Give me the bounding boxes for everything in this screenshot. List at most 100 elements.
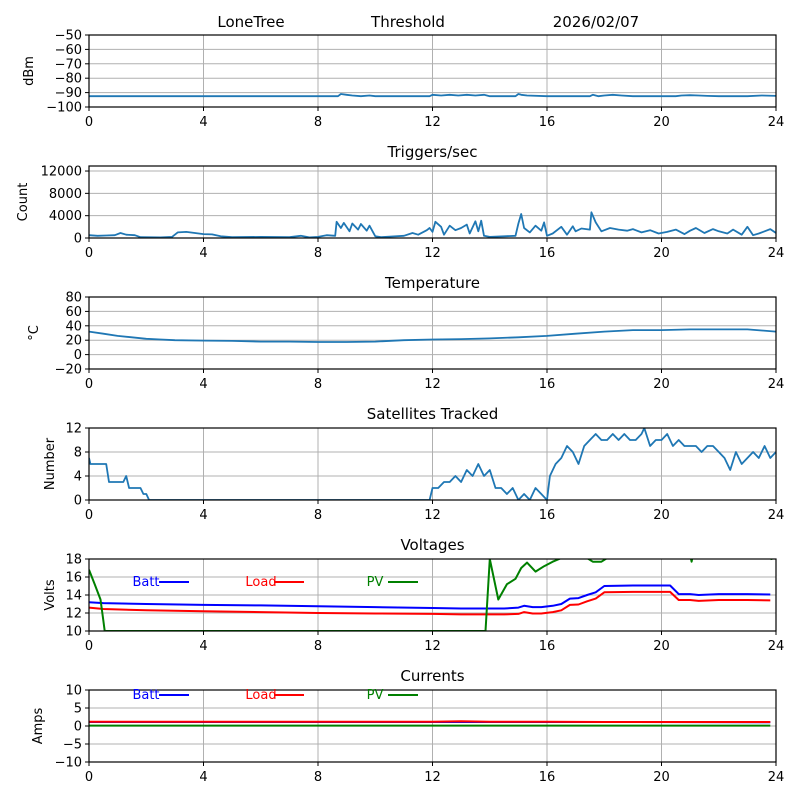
- y-tick-label: 5: [74, 702, 82, 717]
- panel-title: Temperature: [384, 274, 480, 292]
- y-tick-label: 12000: [41, 165, 82, 180]
- x-tick-label: 8: [314, 377, 322, 392]
- y-axis-label: Number: [43, 437, 58, 490]
- x-tick-label: 0: [85, 246, 93, 261]
- x-tick-label: 16: [539, 377, 556, 392]
- y-tick-label: 14: [65, 589, 82, 604]
- x-tick-label: 0: [85, 508, 93, 523]
- y-tick-label: 80: [65, 291, 82, 306]
- legend-label-pv: PV: [367, 575, 384, 590]
- x-tick-label: 24: [768, 246, 785, 261]
- y-tick-label: 60: [65, 305, 82, 320]
- x-tick-label: 12: [424, 246, 441, 261]
- y-axis-label: dBm: [22, 56, 37, 86]
- y-tick-label: −50: [55, 29, 82, 44]
- x-tick-label: 0: [85, 770, 93, 785]
- y-tick-label: −70: [55, 57, 82, 72]
- x-tick-label: 8: [314, 115, 322, 130]
- y-axis-label: °C: [27, 325, 42, 341]
- y-axis-label: Amps: [31, 707, 46, 744]
- header-date: 2026/02/07: [553, 13, 639, 31]
- y-tick-label: 16: [65, 571, 82, 586]
- y-tick-label: −60: [55, 43, 82, 58]
- y-tick-label: 8000: [49, 187, 82, 202]
- x-tick-label: 8: [314, 639, 322, 654]
- legend-label-batt: Batt: [132, 575, 159, 590]
- y-tick-label: 10: [65, 625, 82, 640]
- y-tick-label: −10: [55, 756, 82, 771]
- x-tick-label: 20: [653, 639, 670, 654]
- x-tick-label: 20: [653, 770, 670, 785]
- y-tick-label: −80: [55, 72, 82, 87]
- panel-title: Voltages: [400, 536, 464, 554]
- header-mode: Threshold: [370, 13, 445, 31]
- series-line-threshold: [89, 93, 776, 98]
- y-tick-label: 4: [74, 470, 82, 485]
- x-tick-label: 4: [199, 115, 207, 130]
- x-tick-label: 12: [424, 115, 441, 130]
- y-tick-label: −90: [55, 86, 82, 101]
- y-tick-label: 12: [65, 422, 82, 437]
- x-tick-label: 24: [768, 770, 785, 785]
- x-tick-label: 20: [653, 508, 670, 523]
- y-tick-label: 12: [65, 607, 82, 622]
- x-tick-label: 16: [539, 508, 556, 523]
- y-tick-label: 0: [74, 720, 82, 735]
- x-tick-label: 24: [768, 639, 785, 654]
- y-tick-label: −100: [46, 101, 82, 116]
- y-tick-label: −5: [63, 738, 82, 753]
- series-line-load: [89, 590, 771, 616]
- legend-label-batt: Batt: [132, 688, 159, 703]
- legend-label-pv: PV: [367, 688, 384, 703]
- y-tick-label: 4000: [49, 209, 82, 224]
- x-tick-label: 20: [653, 246, 670, 261]
- x-tick-label: 24: [768, 115, 785, 130]
- x-tick-label: 12: [424, 639, 441, 654]
- y-tick-label: 0: [74, 494, 82, 509]
- x-tick-label: 16: [539, 115, 556, 130]
- y-tick-label: 20: [65, 334, 82, 349]
- x-tick-label: 8: [314, 770, 322, 785]
- y-tick-label: 0: [74, 232, 82, 247]
- x-tick-label: 0: [85, 377, 93, 392]
- panel-title: Satellites Tracked: [367, 405, 498, 423]
- panel-title: Triggers/sec: [387, 143, 478, 161]
- x-tick-label: 4: [199, 377, 207, 392]
- series-line-temperature: [89, 328, 776, 343]
- panel-triggers: 0 4 8 12 16 20 24 0 4000 8000 12000 Count Triggers/s…: [16, 143, 784, 261]
- y-axis-label: Count: [16, 183, 31, 222]
- y-tick-label: 10: [65, 684, 82, 699]
- x-tick-label: 8: [314, 246, 322, 261]
- x-tick-label: 12: [424, 770, 441, 785]
- panel-satellites: 0 4 8 12 16 20 24 0 4 8 12 Number Satellites Tracked: [43, 405, 784, 523]
- x-tick-label: 16: [539, 770, 556, 785]
- x-tick-label: 16: [539, 639, 556, 654]
- y-tick-label: 40: [65, 319, 82, 334]
- panel-title: Currents: [400, 667, 464, 685]
- series-line-load: [89, 720, 771, 723]
- x-tick-label: 20: [653, 377, 670, 392]
- series-line-pv: [89, 559, 773, 631]
- x-tick-label: 4: [199, 246, 207, 261]
- x-tick-label: 8: [314, 508, 322, 523]
- panel-signal: 0 4 8 12 16 20 24 −100−90−80−70−60−50 dBm: [22, 29, 784, 131]
- legend-label-load: Load: [245, 575, 276, 590]
- x-tick-label: 4: [199, 770, 207, 785]
- series-line-batt: [89, 584, 771, 610]
- panel-currents: 0 4 8 12 16 20 24 −10 −5 0 5 10 Amps Currents Batt Load…: [31, 667, 784, 785]
- x-tick-label: 4: [199, 639, 207, 654]
- y-tick-label: 8: [74, 446, 82, 461]
- y-axis-label: Volts: [43, 579, 58, 611]
- legend-label-load: Load: [245, 688, 276, 703]
- y-tick-label: 18: [65, 553, 82, 568]
- x-tick-label: 24: [768, 377, 785, 392]
- x-tick-label: 20: [653, 115, 670, 130]
- x-tick-label: 24: [768, 508, 785, 523]
- y-tick-label: −20: [55, 363, 82, 378]
- x-tick-label: 12: [424, 508, 441, 523]
- series-line-satellites: [89, 428, 776, 500]
- x-tick-label: 12: [424, 377, 441, 392]
- panel-voltages: 0 4 8 12 16 20 24 10 12 14 16 18 Volts Voltages Batt Lo…: [43, 536, 784, 654]
